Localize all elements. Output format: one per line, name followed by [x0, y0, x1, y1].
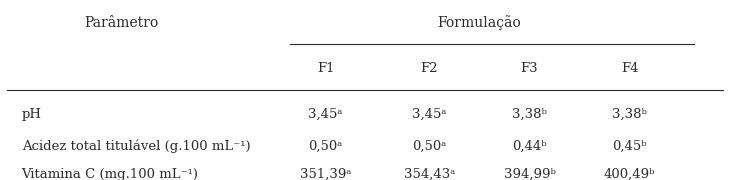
- Text: 0,50ᵃ: 0,50ᵃ: [412, 140, 447, 153]
- Text: 3,45ᵃ: 3,45ᵃ: [412, 108, 447, 121]
- Text: 3,45ᵃ: 3,45ᵃ: [309, 108, 343, 121]
- Text: pH: pH: [22, 108, 42, 121]
- Text: Parâmetro: Parâmetro: [85, 16, 159, 30]
- Text: F4: F4: [621, 62, 639, 75]
- Text: 354,43ᵃ: 354,43ᵃ: [404, 168, 455, 180]
- Text: F3: F3: [520, 62, 538, 75]
- Text: 0,50ᵃ: 0,50ᵃ: [309, 140, 343, 153]
- Text: F2: F2: [420, 62, 438, 75]
- Text: 394,99ᵇ: 394,99ᵇ: [504, 168, 556, 180]
- Text: Formulação: Formulação: [437, 15, 521, 30]
- Text: 0,45ᵇ: 0,45ᵇ: [612, 140, 647, 153]
- Text: 0,44ᵇ: 0,44ᵇ: [512, 140, 547, 153]
- Text: 3,38ᵇ: 3,38ᵇ: [512, 108, 547, 121]
- Text: 3,38ᵇ: 3,38ᵇ: [612, 108, 647, 121]
- Text: 351,39ᵃ: 351,39ᵃ: [300, 168, 351, 180]
- Text: F1: F1: [317, 62, 334, 75]
- Text: Acidez total titulável (g.100 mL⁻¹): Acidez total titulável (g.100 mL⁻¹): [22, 140, 250, 153]
- Text: Vitamina C (mg.100 mL⁻¹): Vitamina C (mg.100 mL⁻¹): [22, 168, 199, 180]
- Text: 400,49ᵇ: 400,49ᵇ: [604, 168, 656, 180]
